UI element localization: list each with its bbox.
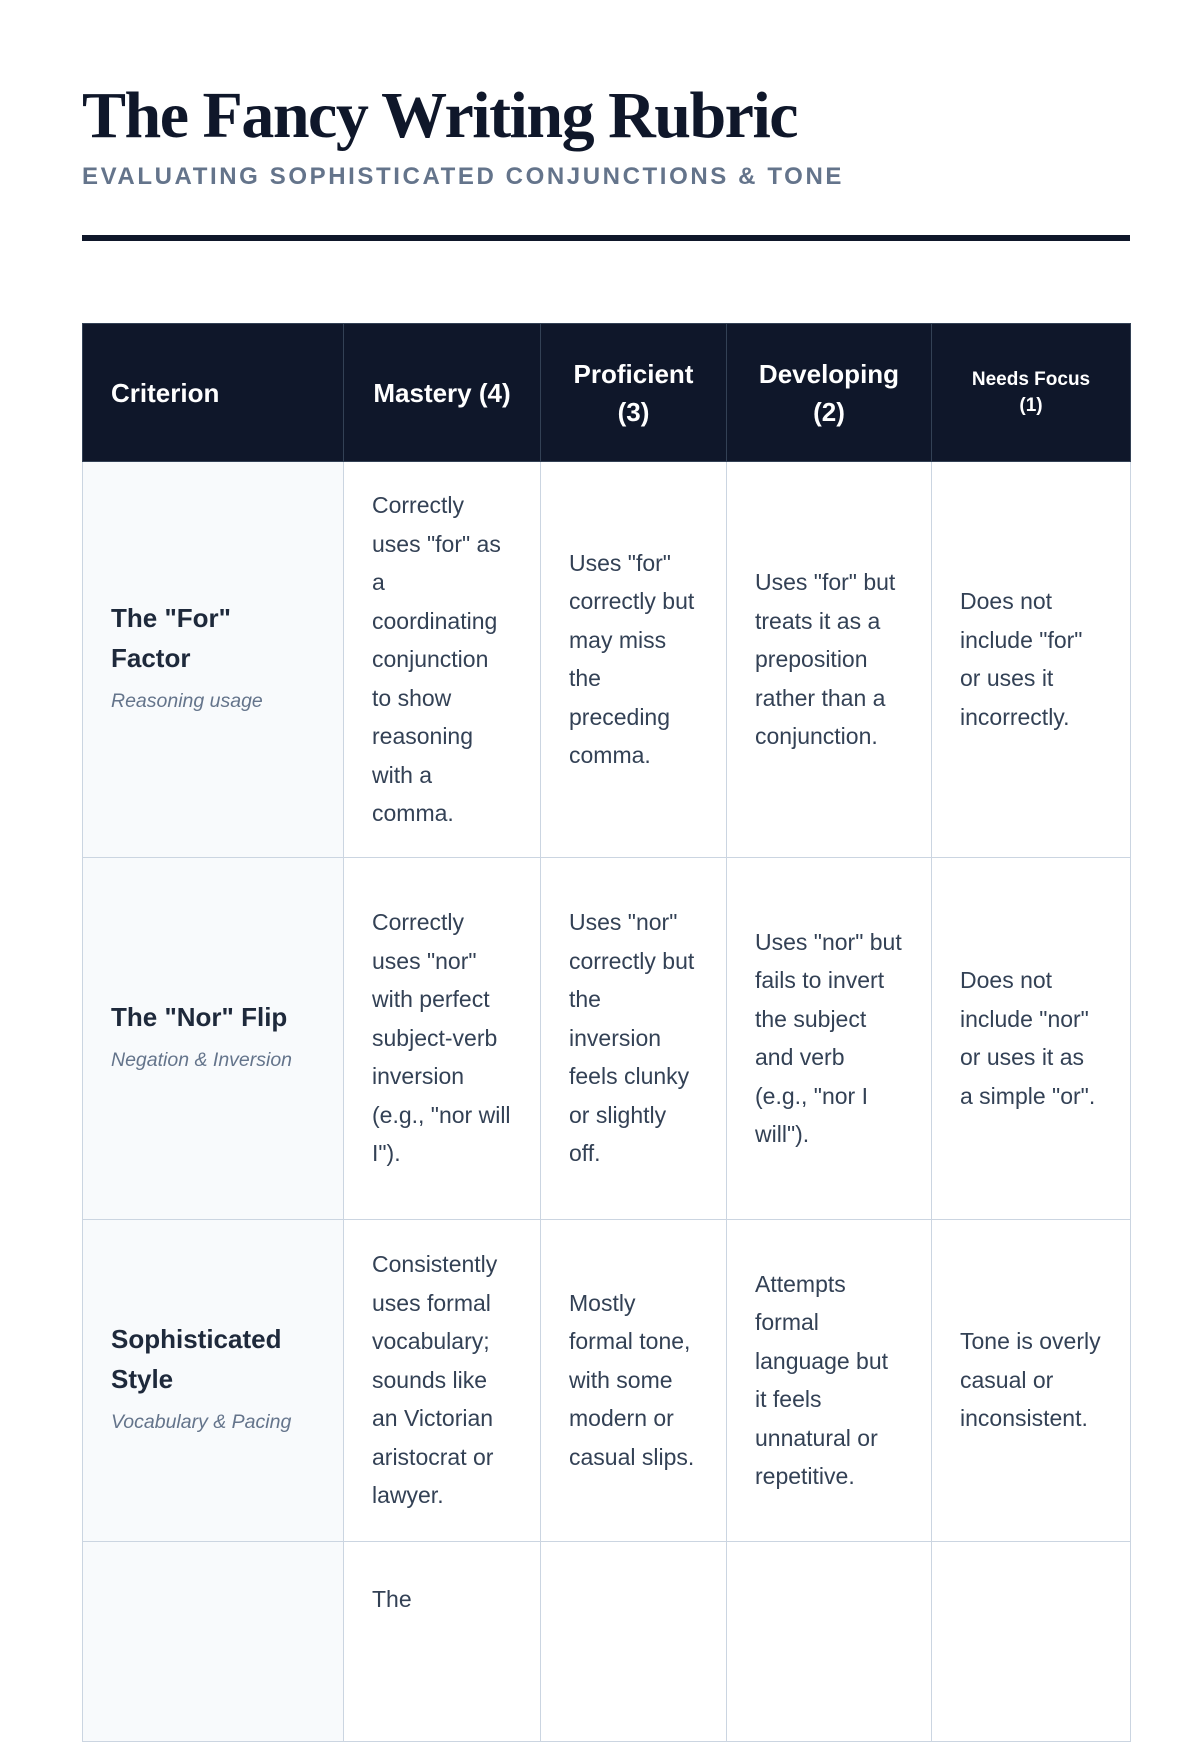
- column-header-proficient: Proficient (3): [540, 323, 727, 462]
- criterion-cell: The "Nor" Flip Negation & Inversion: [82, 856, 344, 1220]
- developing-cell: [726, 1540, 932, 1742]
- table-row: The "Nor" Flip Negation & Inversion Corr…: [82, 856, 1131, 1220]
- table-row: Sophisticated Style Vocabulary & Pacing …: [82, 1218, 1131, 1542]
- developing-cell: Uses "for" but treats it as a prepositio…: [726, 461, 932, 858]
- column-header-developing: Developing (2): [726, 323, 932, 462]
- column-header-needs-focus: Needs Focus (1): [931, 323, 1131, 462]
- table-row: The: [82, 1540, 1131, 1742]
- criterion-description: Reasoning usage: [111, 690, 263, 712]
- criterion-name: Sophisticated Style: [111, 1323, 282, 1394]
- mastery-cell: Correctly uses "for" as a coordinating c…: [343, 461, 541, 858]
- criterion-cell: The "For" Factor Reasoning usage: [82, 461, 344, 858]
- divider: [82, 235, 1130, 241]
- criterion-description: Vocabulary & Pacing: [111, 1410, 292, 1433]
- proficient-cell: [540, 1540, 727, 1742]
- criterion-name: The "Nor" Flip: [111, 1001, 288, 1032]
- criterion-cell: [82, 1540, 344, 1742]
- proficient-cell: Uses "for" correctly but may miss the pr…: [540, 461, 727, 858]
- column-header-mastery: Mastery (4): [343, 323, 541, 462]
- developing-cell: Attempts formal language but it feels un…: [726, 1218, 932, 1542]
- header-row: Criterion Mastery (4) Proficient (3) Dev…: [82, 323, 1131, 462]
- page-title: The Fancy Writing Rubric: [82, 79, 799, 152]
- developing-cell: Uses "nor" but fails to invert the subje…: [726, 856, 932, 1220]
- rubric-table: Criterion Mastery (4) Proficient (3) Dev…: [82, 323, 1131, 1742]
- column-header-criterion: Criterion: [82, 323, 344, 462]
- needs-focus-cell: Tone is overly casual or inconsistent.: [931, 1218, 1131, 1542]
- needs-focus-cell: Does not include "nor" or uses it as a s…: [931, 856, 1131, 1220]
- proficient-cell: Uses "nor" correctly but the inversion f…: [540, 856, 727, 1220]
- mastery-cell: Correctly uses "nor" with perfect subjec…: [343, 856, 541, 1220]
- criterion-description: Negation & Inversion: [111, 1048, 293, 1071]
- needs-focus-cell: [931, 1540, 1131, 1742]
- criterion-cell: Sophisticated Style Vocabulary & Pacing: [82, 1218, 344, 1542]
- mastery-cell: The: [343, 1540, 541, 1742]
- criterion-name: The "For" Factor: [111, 603, 231, 673]
- needs-focus-cell: Does not include "for" or uses it incorr…: [931, 461, 1131, 858]
- mastery-cell: Consistently uses formal vocabulary; sou…: [343, 1218, 541, 1542]
- table-row: The "For" Factor Reasoning usage Correct…: [82, 461, 1131, 858]
- proficient-cell: Mostly formal tone, with some modern or …: [540, 1218, 727, 1542]
- page-subtitle: EVALUATING SOPHISTICATED CONJUNCTIONS & …: [82, 163, 844, 190]
